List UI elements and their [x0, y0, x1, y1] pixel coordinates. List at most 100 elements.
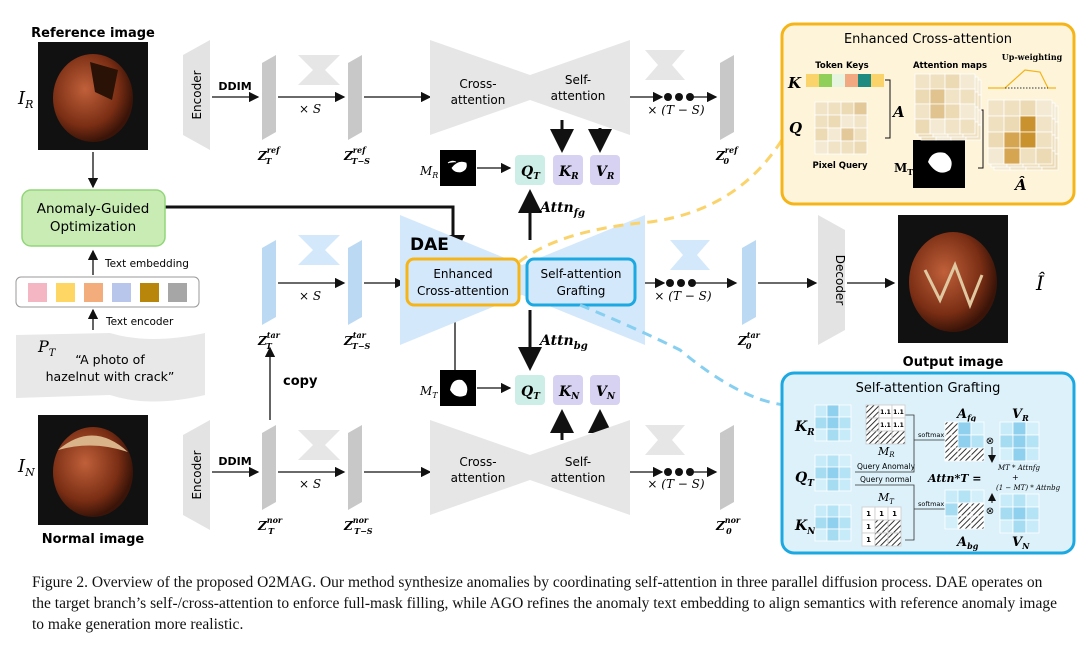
grid-cell	[970, 421, 985, 436]
formula-top: MT * Attnfg	[997, 464, 1040, 472]
svg-text:⊗: ⊗	[986, 436, 994, 447]
grid-cell	[999, 434, 1014, 449]
flow-arrows	[87, 91, 896, 478]
anomaly-guided-optimization-block[interactable]: Anomaly-Guided Optimization	[21, 189, 166, 247]
svg-text:Enhanced: Enhanced	[433, 267, 492, 281]
grid-cell	[814, 404, 828, 418]
mask-value: 1.1	[893, 409, 904, 416]
enhanced-cross-attention-block[interactable]: Enhanced Cross-attention	[405, 257, 521, 307]
m-r-label: MR	[419, 164, 438, 180]
grid-cell	[1035, 115, 1053, 133]
svg-text:KR: KR	[558, 164, 579, 182]
svg-text:Cross-: Cross-	[459, 455, 496, 469]
svg-text:Encoder: Encoder	[190, 70, 204, 119]
reference-image-symbol: IR	[17, 88, 33, 111]
small-unets	[298, 50, 710, 460]
grid-cell	[914, 73, 931, 90]
mask-value: 1.1	[880, 422, 891, 429]
diagram: Reference image IR Normal image IN Outpu…	[15, 22, 1076, 555]
token-q-t: QT	[515, 375, 545, 405]
qkv-tokens: QT KR VR QT KN VN	[515, 155, 620, 405]
unet-normal: Cross- attention Self- attention	[430, 420, 630, 515]
svg-text:K: K	[787, 74, 802, 92]
grid-cell	[944, 489, 959, 504]
grid-cell	[891, 430, 906, 445]
formula-plus: +	[1012, 473, 1019, 482]
grid-cell	[1025, 519, 1040, 534]
grid-cell	[987, 131, 1005, 149]
mask-value: 1	[866, 523, 871, 531]
attn-bg-label: Attnbg	[538, 333, 588, 352]
grid-cell	[999, 493, 1014, 508]
token-key	[832, 74, 845, 87]
svg-text:KN: KN	[794, 518, 816, 537]
self-attention-grafting-block[interactable]: Self-attention Grafting	[525, 257, 637, 307]
latent-label: Znor T	[257, 515, 283, 536]
svg-text:KN: KN	[558, 384, 580, 402]
grid-cell	[838, 528, 852, 542]
latent-label: Ztar T	[257, 330, 281, 351]
self-attention-grafting-panel: Self-attention Grafting KR QT KN MR MT Q…	[780, 371, 1076, 555]
grid-cell	[970, 489, 985, 504]
svg-text:VN: VN	[1012, 535, 1030, 551]
svg-text:VR: VR	[1012, 407, 1029, 423]
grid-cell	[944, 421, 959, 436]
encoder-top: Encoder	[183, 40, 210, 150]
grid-cell	[1003, 99, 1021, 117]
grid-cell	[814, 466, 828, 480]
latent-slab	[262, 425, 276, 510]
grid-cell	[1035, 99, 1053, 117]
svg-text:⊗: ⊗	[986, 506, 994, 517]
grid-cell	[838, 516, 852, 530]
prompt-symbol: PT	[37, 337, 57, 359]
grid-cell	[1012, 519, 1027, 534]
grid-cell	[999, 506, 1014, 521]
token-key	[806, 74, 819, 87]
grid-cell	[1003, 147, 1021, 165]
grid-cell	[838, 416, 852, 430]
grid-cell	[944, 502, 959, 517]
reference-image-label: Reference image	[31, 26, 155, 41]
grid-cell	[826, 466, 840, 480]
grid-cell	[827, 114, 842, 129]
latent-label: Znor T−S	[343, 515, 373, 536]
grid-cell	[826, 528, 840, 542]
grid-cell	[987, 115, 1005, 133]
unet-reference: Cross- attention Self- attention	[430, 40, 630, 135]
times-s-top: × S	[299, 102, 321, 116]
grid-cell	[987, 147, 1005, 165]
mask-value: 1	[879, 510, 884, 518]
latent-label: Zref 0	[715, 145, 739, 166]
figure-caption: Figure 2. Overview of the proposed O2MAG…	[32, 574, 1057, 633]
text-embedding-tokens	[28, 283, 187, 302]
sag-m-r-label: MR	[877, 445, 895, 459]
grid-cell	[814, 416, 828, 430]
grid-cell	[814, 504, 828, 518]
grid-cell	[1019, 115, 1037, 133]
query-anomaly-label: Query Anomaly	[857, 462, 916, 471]
grid-cell	[957, 447, 972, 462]
svg-text:QT: QT	[795, 470, 815, 489]
svg-text:Abg: Abg	[955, 535, 979, 551]
grid-cell	[957, 489, 972, 504]
svg-text:Attention maps: Attention maps	[913, 61, 987, 71]
grid-cell	[826, 516, 840, 530]
grid-cell	[1035, 147, 1053, 165]
grid-cell	[1019, 147, 1037, 165]
output-image	[898, 215, 1008, 343]
svg-text:Self-: Self-	[565, 73, 591, 87]
grid-cell	[1025, 447, 1040, 462]
grid-cell	[914, 103, 931, 120]
grid-cell	[929, 88, 946, 105]
token-key	[871, 74, 884, 87]
grid-cell	[1019, 131, 1037, 149]
grid-cell	[826, 504, 840, 518]
svg-text:Afg: Afg	[955, 407, 977, 423]
token-v-r: VR	[590, 155, 620, 185]
grid-cell	[814, 478, 828, 492]
formula-lhs: Attn*T =	[927, 472, 982, 485]
grid-cell	[1012, 447, 1027, 462]
grid-cell	[1025, 493, 1040, 508]
grid-cell	[1035, 131, 1053, 149]
latent-label: Ztar T−S	[343, 330, 371, 351]
